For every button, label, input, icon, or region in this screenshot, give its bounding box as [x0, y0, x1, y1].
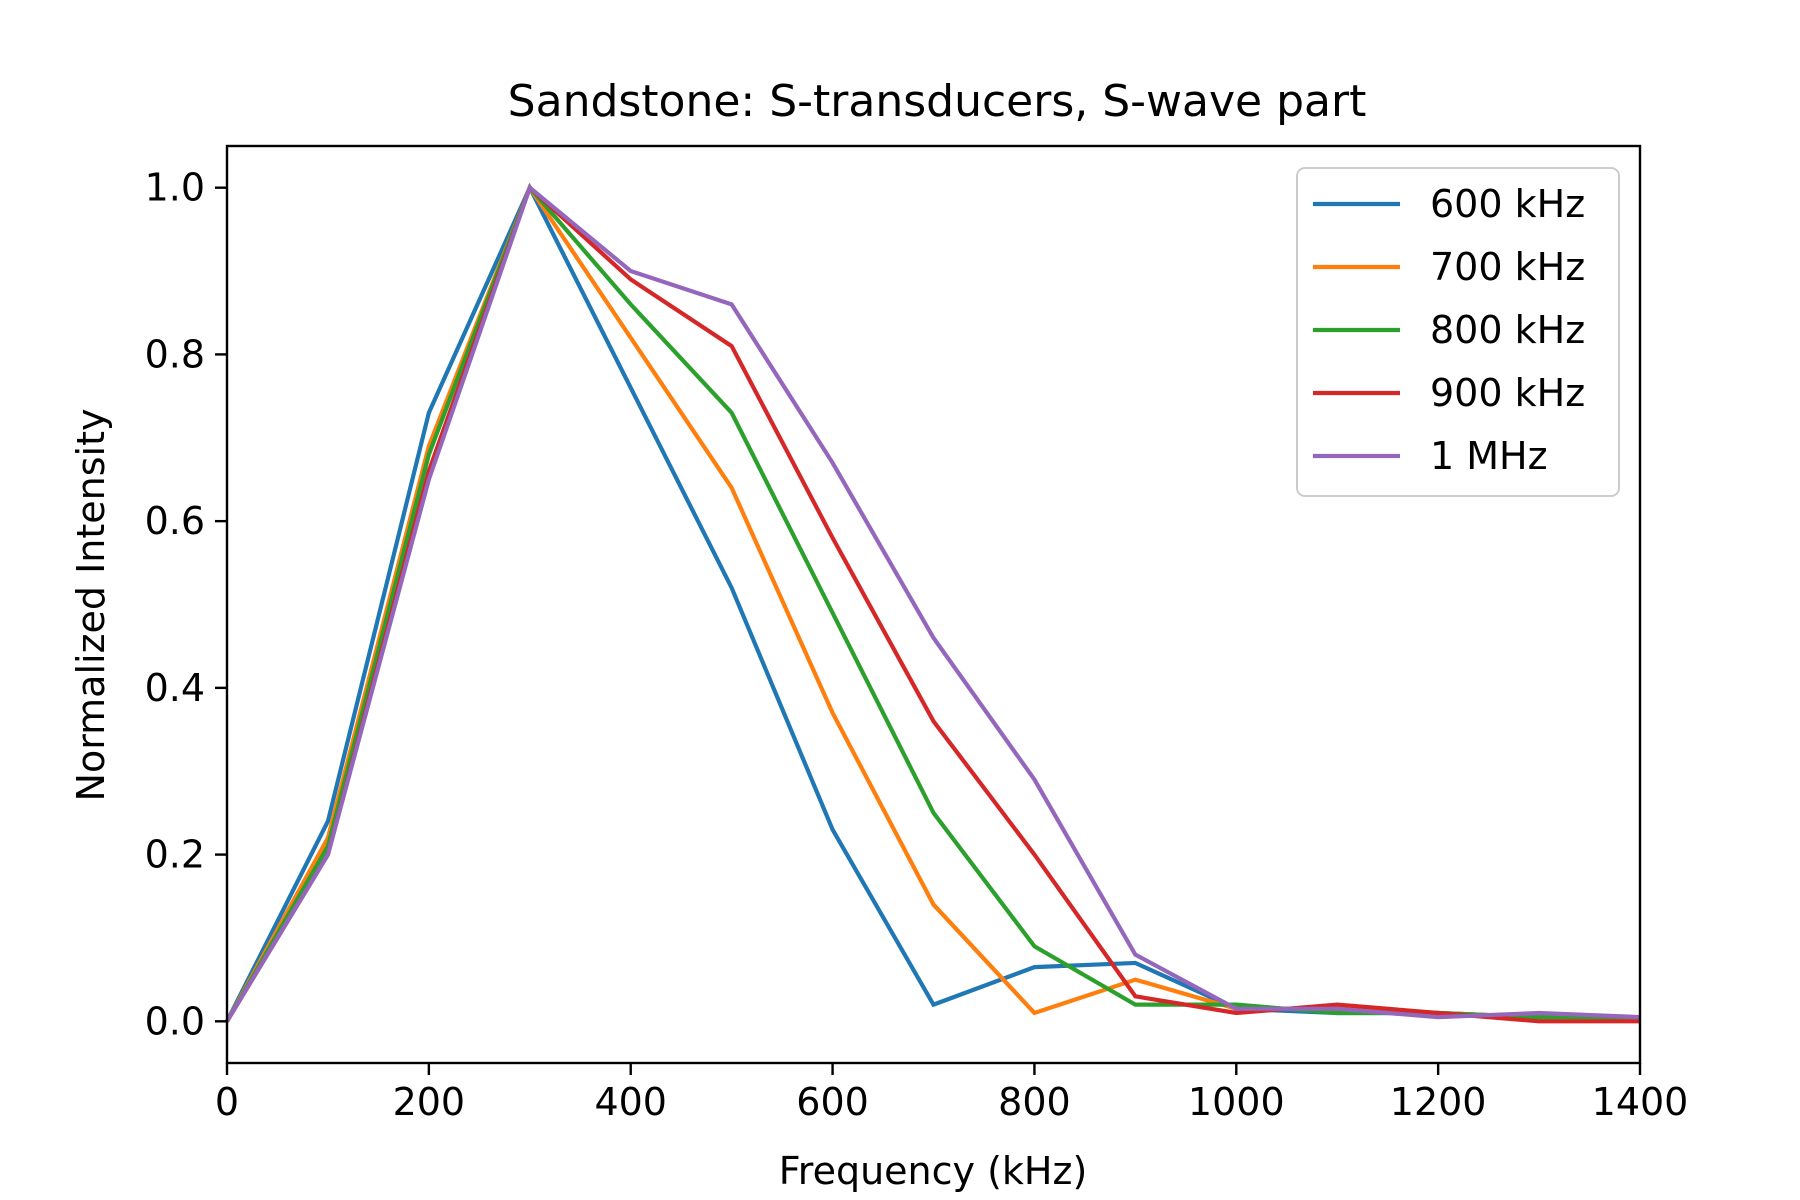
y-axis-ticks: 0.0 0.2 0.4 0.6 0.8 1.0: [145, 166, 227, 1043]
y-axis-label: Normalized Intensity: [69, 409, 113, 802]
y-tick-label: 0.0: [145, 999, 205, 1043]
x-tick-label: 200: [393, 1080, 466, 1124]
x-tick-label: 1200: [1390, 1080, 1487, 1124]
series-lines: [225, 182, 1641, 1024]
legend-label: 900 kHz: [1430, 371, 1585, 415]
x-tick-label: 600: [796, 1080, 869, 1124]
x-axis-label: Frequency (kHz): [779, 1149, 1088, 1193]
legend-items: 600 kHz 700 kHz 800 kHz 900 kHz 1 MHz: [1313, 182, 1585, 478]
x-tick-label: 1400: [1592, 1080, 1689, 1124]
legend-label: 800 kHz: [1430, 308, 1585, 352]
y-tick-label: 1.0: [145, 166, 205, 210]
legend-label: 1 MHz: [1430, 434, 1548, 478]
y-tick-label: 0.2: [145, 833, 205, 877]
legend-label: 700 kHz: [1430, 245, 1585, 289]
legend-box: [1296, 167, 1620, 497]
y-tick-label: 0.4: [145, 666, 205, 710]
x-tick-label: 1000: [1188, 1080, 1285, 1124]
x-axis-ticks: 0 200 400 600 800 1000 1200 1400: [215, 1063, 1688, 1124]
series-line-5: [225, 184, 1641, 1023]
legend-label: 600 kHz: [1430, 182, 1585, 226]
y-tick-label: 0.8: [145, 332, 205, 376]
chart-title: Sandstone: S-transducers, S-wave part: [508, 76, 1367, 127]
x-tick-label: 400: [594, 1080, 667, 1124]
plot-frame: [225, 144, 1642, 1065]
x-tick-label: 800: [998, 1080, 1071, 1124]
y-tick-label: 0.6: [145, 499, 205, 543]
x-tick-label: 0: [215, 1080, 239, 1124]
legend: 600 kHz 700 kHz 800 kHz 900 kHz 1 MHz: [1296, 167, 1620, 497]
